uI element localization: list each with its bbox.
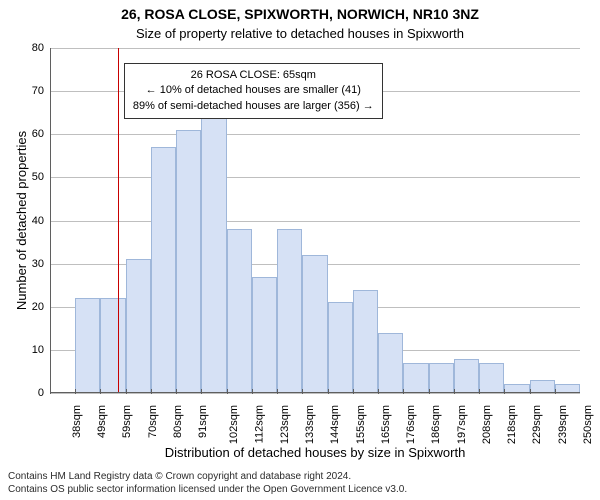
ytick-label: 70 [32, 85, 50, 97]
ytick-label: 80 [32, 42, 50, 54]
annotation-line2: ← 10% of detached houses are smaller (41… [133, 83, 374, 98]
xtick [429, 389, 430, 394]
xtick-label: 59sqm [122, 405, 134, 438]
histogram-bar [227, 229, 252, 393]
xtick-label: 91sqm [197, 405, 209, 438]
histogram-bar [75, 298, 100, 393]
xtick [50, 389, 51, 394]
xtick-label: 38sqm [71, 405, 83, 438]
xtick-label: 208sqm [481, 405, 493, 444]
page-title: 26, ROSA CLOSE, SPIXWORTH, NORWICH, NR10… [0, 6, 600, 22]
xtick [100, 389, 101, 394]
xtick-label: 186sqm [430, 405, 442, 444]
ytick-label: 40 [32, 215, 50, 227]
xtick-label: 133sqm [304, 405, 316, 444]
xtick [555, 389, 556, 394]
xtick-label: 197sqm [456, 405, 468, 444]
x-axis-label: Distribution of detached houses by size … [50, 445, 580, 460]
footer-line2: Contains OS public sector information li… [8, 483, 407, 496]
footer-line1: Contains HM Land Registry data © Crown c… [8, 470, 407, 483]
annotation-line3: 89% of semi-detached houses are larger (… [133, 99, 374, 114]
xtick-label: 144sqm [330, 405, 342, 444]
xtick [479, 389, 480, 394]
footer: Contains HM Land Registry data © Crown c… [8, 470, 407, 496]
histogram-bar [100, 298, 125, 393]
histogram-bar [403, 363, 428, 393]
xtick-label: 155sqm [355, 405, 367, 444]
histogram-bar [176, 130, 201, 393]
histogram-bar [302, 255, 327, 393]
histogram-bar [454, 359, 479, 394]
xtick-label: 80sqm [172, 405, 184, 438]
ytick-label: 30 [32, 258, 50, 270]
plot-area: 38sqm49sqm59sqm70sqm80sqm91sqm102sqm112s… [50, 48, 580, 393]
xtick [176, 389, 177, 394]
chart-container: 26, ROSA CLOSE, SPIXWORTH, NORWICH, NR10… [0, 0, 600, 500]
xtick-label: 250sqm [582, 405, 594, 444]
annotation-line1: 26 ROSA CLOSE: 65sqm [133, 68, 374, 83]
xtick-label: 176sqm [405, 405, 417, 444]
xtick [151, 389, 152, 394]
histogram-bar [378, 333, 403, 393]
ytick-label: 50 [32, 171, 50, 183]
xtick [227, 389, 228, 394]
gridline [50, 393, 580, 394]
xtick [504, 389, 505, 394]
ytick-label: 10 [32, 344, 50, 356]
xtick-label: 70sqm [147, 405, 159, 438]
xtick-label: 123sqm [279, 405, 291, 444]
histogram-bar [429, 363, 454, 393]
xtick [75, 389, 76, 394]
histogram-bar [201, 108, 226, 393]
histogram-bar [530, 380, 555, 393]
histogram-bar [328, 302, 353, 393]
histogram-bar [504, 384, 529, 393]
histogram-bar [353, 290, 378, 394]
ytick-label: 0 [38, 387, 50, 399]
histogram-bar [277, 229, 302, 393]
xtick-label: 112sqm [253, 405, 265, 443]
histogram-bar [151, 147, 176, 393]
histogram-bar [50, 392, 75, 393]
xtick [201, 389, 202, 394]
annotation-box: 26 ROSA CLOSE: 65sqm ← 10% of detached h… [124, 63, 383, 119]
y-axis-label: Number of detached properties [14, 48, 29, 393]
xtick-label: 229sqm [531, 405, 543, 444]
xtick-label: 165sqm [380, 405, 392, 444]
xtick [454, 389, 455, 394]
xtick-label: 49sqm [96, 405, 108, 438]
ytick-label: 60 [32, 128, 50, 140]
histogram-bar [126, 259, 151, 393]
xtick [530, 389, 531, 394]
xtick [378, 389, 379, 394]
xtick [403, 389, 404, 394]
chart-subtitle: Size of property relative to detached ho… [0, 26, 600, 41]
xtick [126, 389, 127, 394]
ytick-label: 20 [32, 301, 50, 313]
xtick [328, 389, 329, 394]
xtick [353, 389, 354, 394]
xtick-label: 218sqm [506, 405, 518, 444]
xtick-label: 102sqm [229, 405, 241, 444]
xtick-label: 239sqm [557, 405, 569, 444]
xtick [277, 389, 278, 394]
xtick [252, 389, 253, 394]
histogram-bar [555, 384, 580, 393]
histogram-bar [252, 277, 277, 393]
histogram-bar [479, 363, 504, 393]
xtick [302, 389, 303, 394]
